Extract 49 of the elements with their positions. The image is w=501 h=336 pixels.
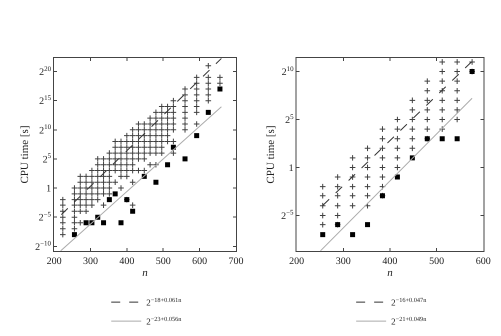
point	[118, 220, 124, 226]
point	[106, 197, 112, 202]
x-tick-label: 300	[82, 256, 98, 267]
legend-label: 2$^{−18+0.061n}$	[146, 296, 182, 308]
point	[365, 222, 370, 228]
y-axis-title: CPU time [s]	[18, 126, 31, 184]
legend-label: 2$^{−21+0.049n}$	[391, 316, 428, 327]
y-tick-label: 2$^{5}$	[285, 112, 294, 126]
point	[182, 156, 188, 162]
point	[130, 208, 136, 214]
point	[194, 133, 200, 138]
legend-label: 2$^{−23+0.056n}$	[146, 316, 182, 327]
x-tick-label: 400	[119, 256, 134, 267]
point	[101, 220, 106, 226]
x-tick-label: 200	[46, 256, 62, 267]
y-tick-label: 2$^{20}$	[39, 64, 52, 78]
x-tick-label: 700	[228, 256, 244, 267]
y-tick-label: 1	[46, 184, 52, 195]
y-tick-label: 2$^{15}$	[39, 94, 52, 108]
y-tick-label: 2$^{−10}$	[35, 240, 52, 253]
x-tick-label: 200	[289, 256, 304, 267]
point	[350, 232, 356, 238]
point	[206, 110, 211, 115]
x-axis-title: n	[142, 267, 148, 280]
point	[217, 86, 222, 92]
point	[320, 232, 326, 238]
point	[72, 232, 77, 238]
y-tick-label: 2$^{−5}$	[38, 210, 52, 224]
point	[454, 136, 460, 142]
y-tick-label: 2$^{5}$	[42, 152, 52, 166]
x-tick-label: 500	[429, 256, 444, 267]
point	[394, 174, 400, 180]
x-tick-label: 500	[156, 256, 171, 267]
y-tick-label: 1	[288, 162, 294, 174]
x-tick-label: 400	[382, 256, 398, 267]
point	[440, 136, 445, 142]
point	[112, 191, 118, 196]
y-tick-label: 2$^{10}$	[282, 64, 294, 78]
point	[153, 180, 158, 185]
point	[84, 220, 89, 226]
x-tick-label: 600	[476, 256, 491, 267]
y-tick-label: 2$^{−5}$	[281, 208, 294, 222]
y-tick-label: 2$^{10}$	[39, 123, 52, 136]
x-tick-label: 600	[192, 256, 208, 267]
point	[165, 162, 170, 168]
legend-label: 2$^{−16+0.047n}$	[391, 296, 428, 308]
y-axis-title: CPU time [s]	[264, 126, 277, 184]
x-axis-title: n	[387, 267, 394, 280]
x-tick-label: 300	[336, 256, 351, 267]
